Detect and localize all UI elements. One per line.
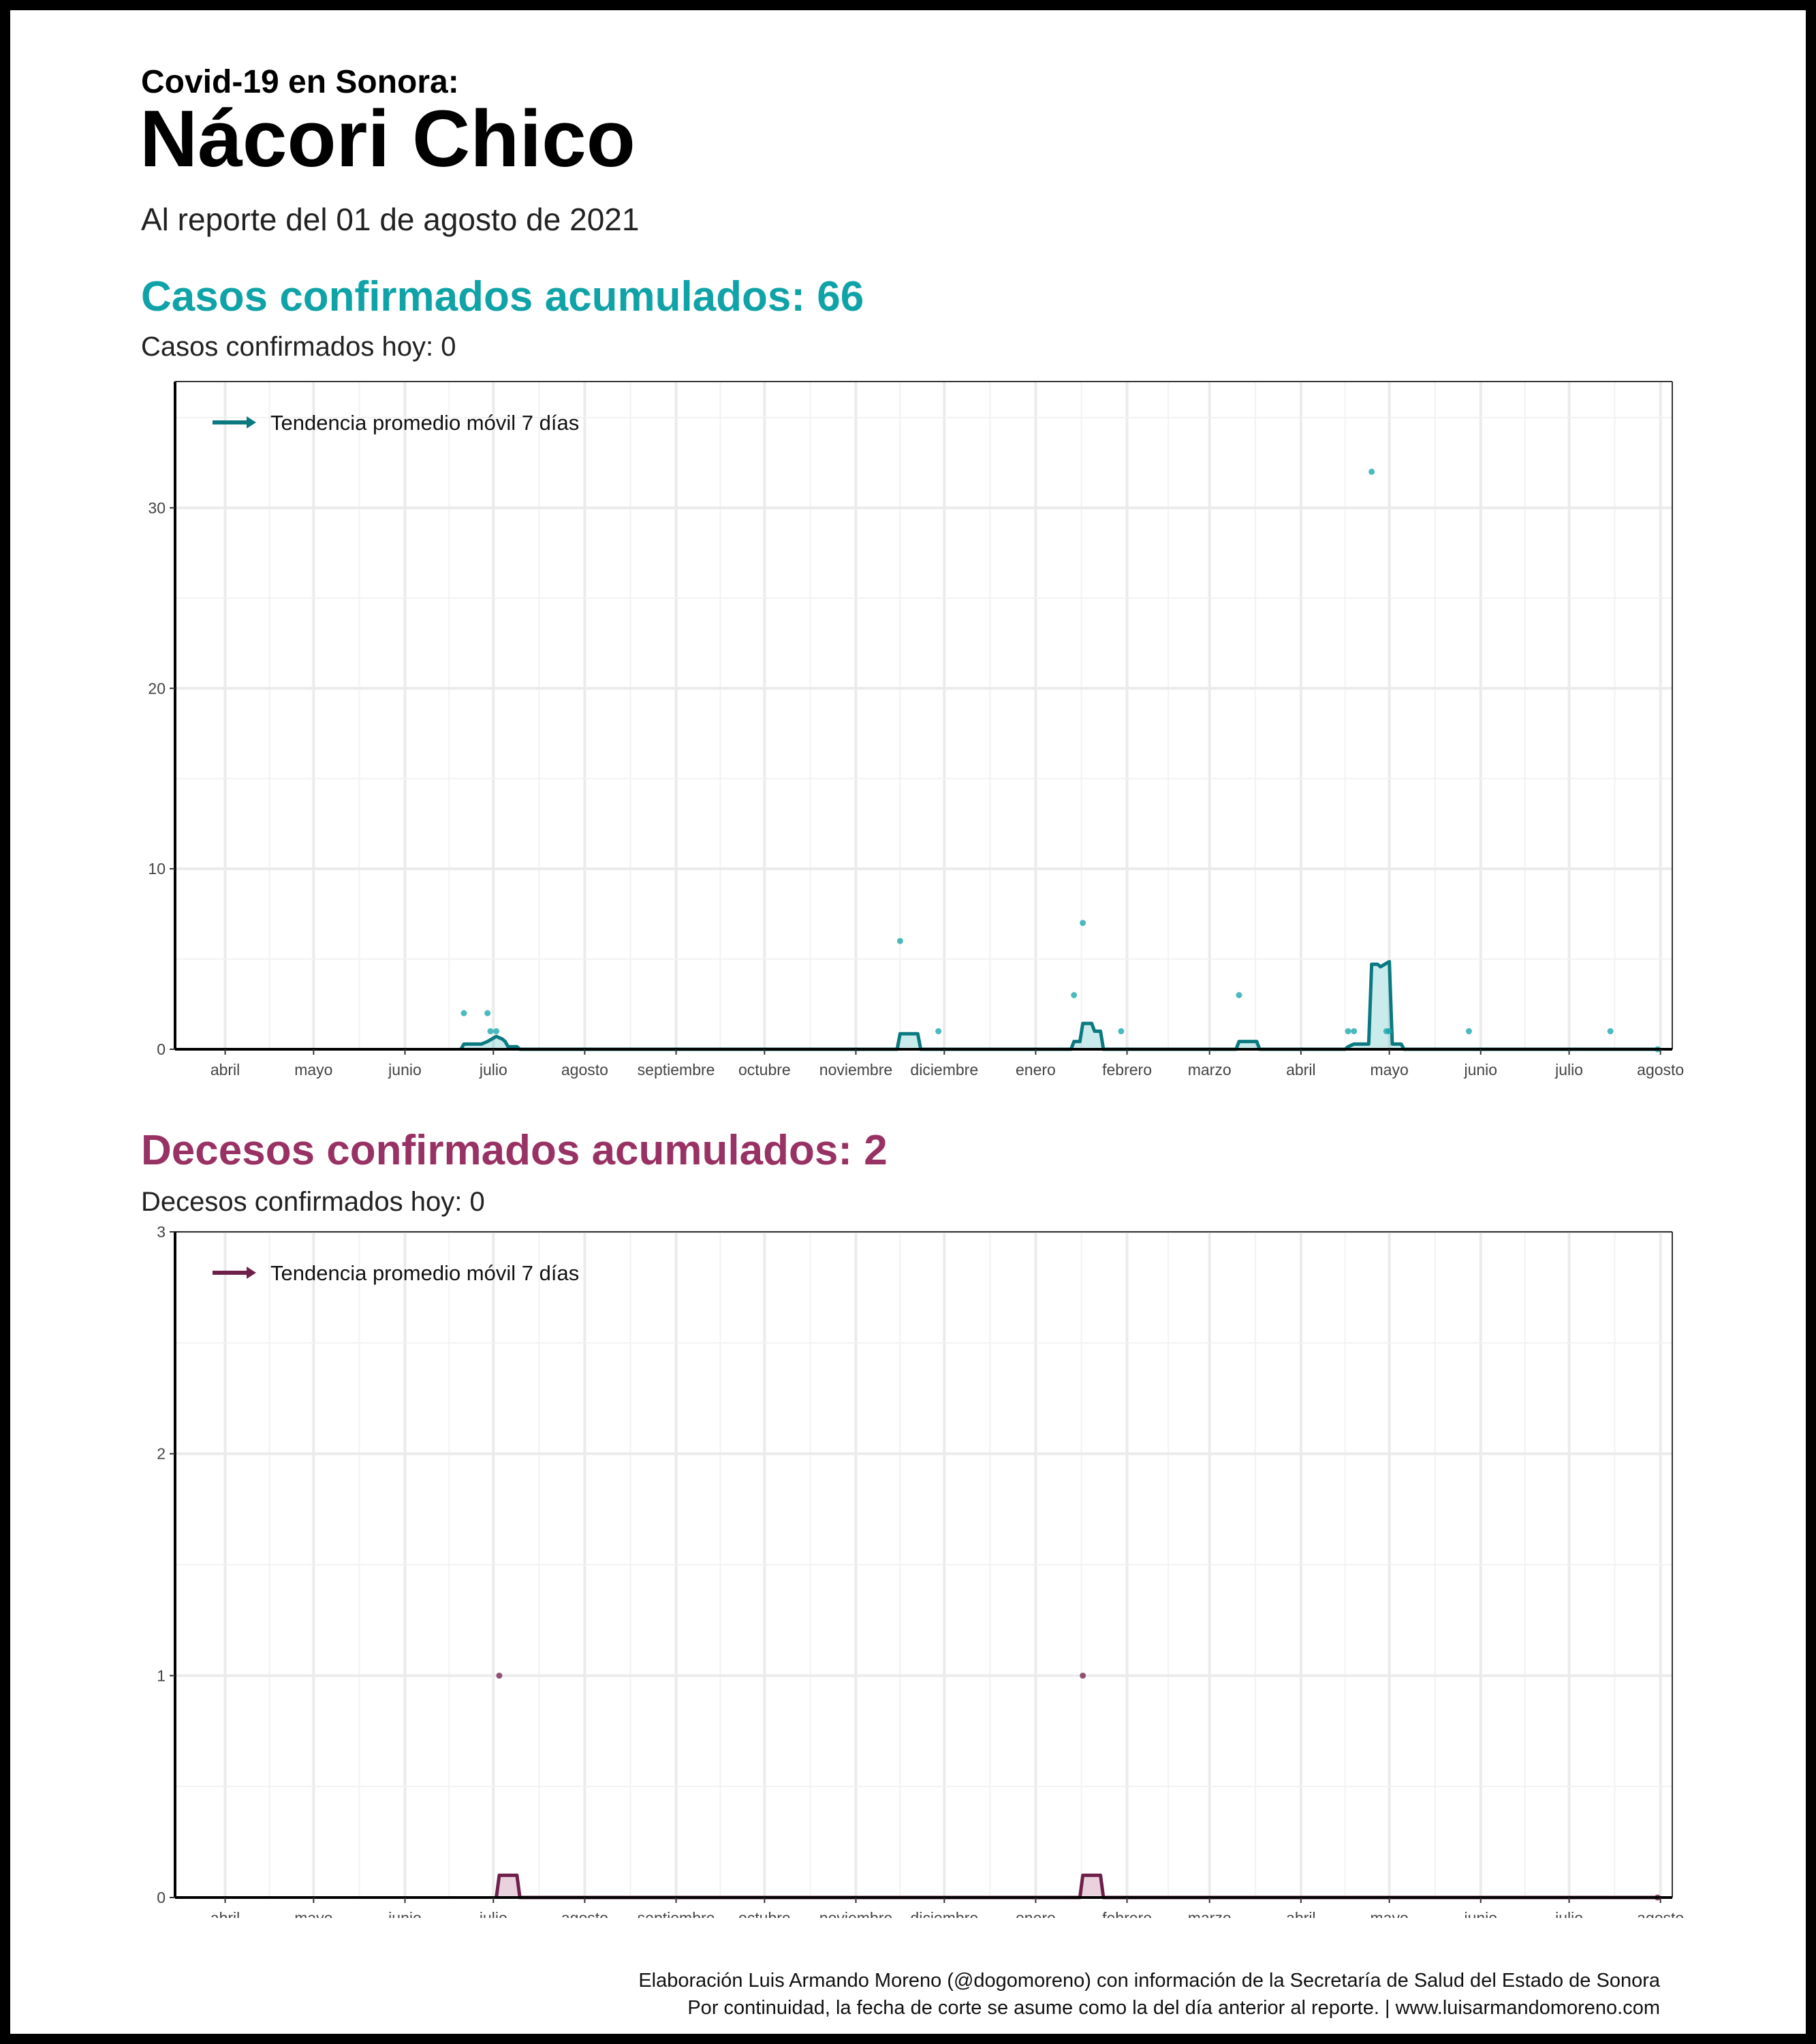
legend-label: Tendencia promedio móvil 7 días	[270, 1261, 579, 1285]
legend-label: Tendencia promedio móvil 7 días	[270, 411, 579, 435]
data-point	[1236, 992, 1242, 999]
x-tick-label: mayo	[294, 1061, 332, 1079]
y-tick-label: 20	[148, 679, 166, 697]
x-tick-label: junio	[388, 1909, 422, 1918]
x-tick-label: enero	[1016, 1061, 1056, 1079]
x-tick-label: octubre	[738, 1061, 791, 1079]
x-tick-label: agosto	[1637, 1061, 1684, 1079]
report-date: Al reporte del 01 de agosto de 2021	[141, 202, 640, 237]
data-point	[1080, 920, 1086, 927]
x-tick-label: febrero	[1102, 1061, 1152, 1079]
data-point	[1607, 1028, 1614, 1035]
x-tick-label: agosto	[561, 1061, 608, 1079]
x-tick-label: agosto	[1637, 1909, 1684, 1918]
x-tick-label: junio	[1463, 1061, 1497, 1079]
source-caption: Elaboración Luis Armando Moreno (@dogomo…	[638, 1970, 1660, 1992]
data-point	[493, 1028, 500, 1035]
x-tick-label: abril	[1286, 1909, 1315, 1918]
x-tick-label: marzo	[1188, 1061, 1232, 1079]
y-tick-label: 1	[157, 1667, 166, 1684]
x-tick-label: octubre	[738, 1909, 791, 1918]
deaths-today: Decesos confirmados hoy: 0	[141, 1187, 485, 1217]
x-tick-label: julio	[1554, 1061, 1583, 1079]
data-point	[1345, 1028, 1351, 1035]
cases-title: Casos confirmados acumulados: 66	[141, 273, 864, 320]
x-tick-label: mayo	[294, 1909, 332, 1918]
legend-key-arrow	[247, 416, 256, 429]
x-tick-label: marzo	[1188, 1909, 1232, 1918]
cases-today: Casos confirmados hoy: 0	[141, 332, 456, 362]
kicker-title: Covid-19 en Sonora:	[141, 64, 459, 100]
data-point	[935, 1028, 942, 1035]
x-tick-label: noviembre	[819, 1061, 892, 1079]
data-point	[460, 1010, 467, 1017]
x-tick-label: mayo	[1371, 1909, 1409, 1918]
y-tick-label: 0	[157, 1889, 166, 1906]
data-point	[1386, 1028, 1393, 1035]
x-tick-label: septiembre	[638, 1909, 715, 1918]
data-point	[1080, 1672, 1086, 1679]
data-point	[1351, 1028, 1358, 1035]
x-tick-label: enero	[1016, 1909, 1056, 1918]
report-page: Covid-19 en Sonora: Nácori Chico Al repo…	[10, 10, 1806, 2034]
data-point	[1071, 992, 1078, 999]
place-title: Nácori Chico	[140, 94, 636, 184]
x-tick-label: junio	[1463, 1909, 1497, 1918]
x-tick-label: abril	[210, 1061, 240, 1079]
legend-key-arrow	[247, 1267, 256, 1279]
x-tick-label: junio	[388, 1061, 422, 1079]
data-point	[487, 1028, 494, 1035]
data-point	[496, 1672, 503, 1679]
x-tick-label: febrero	[1102, 1909, 1152, 1918]
data-point	[484, 1010, 491, 1017]
y-tick-label: 0	[157, 1040, 166, 1058]
x-tick-label: abril	[210, 1909, 240, 1918]
x-tick-label: julio	[1554, 1909, 1583, 1918]
cases-chart: 0 10 20 30 abril mayo junio julio agosto septiemb…	[148, 381, 1684, 1079]
y-tick-label: 30	[148, 499, 166, 516]
deaths-title: Decesos confirmados acumulados: 2	[141, 1127, 888, 1174]
y-tick-label: 10	[148, 860, 166, 878]
x-tick-label: mayo	[1371, 1061, 1409, 1079]
x-tick-label: septiembre	[638, 1061, 715, 1079]
x-tick-label: noviembre	[819, 1909, 892, 1918]
x-tick-label: diciembre	[910, 1909, 978, 1918]
data-point	[896, 938, 903, 944]
y-tick-label: 2	[157, 1445, 166, 1463]
x-tick-label: abril	[1286, 1061, 1315, 1079]
x-tick-label: diciembre	[910, 1061, 978, 1079]
deaths-chart: 0 1 2 3 abril mayo junio julio agosto septiembre o…	[157, 1223, 1684, 1918]
x-tick-label: julio	[479, 1061, 507, 1079]
plot-area	[175, 382, 1672, 1049]
x-tick-label: julio	[479, 1909, 507, 1918]
trend-line	[459, 959, 1661, 1051]
data-point	[1465, 1028, 1472, 1035]
cutoff-caption: Por continuidad, la fecha de corte se as…	[687, 1997, 1660, 2019]
y-tick-label: 3	[157, 1223, 166, 1241]
x-tick-label: agosto	[561, 1909, 608, 1918]
data-point	[1368, 468, 1375, 475]
data-point	[1118, 1028, 1125, 1035]
